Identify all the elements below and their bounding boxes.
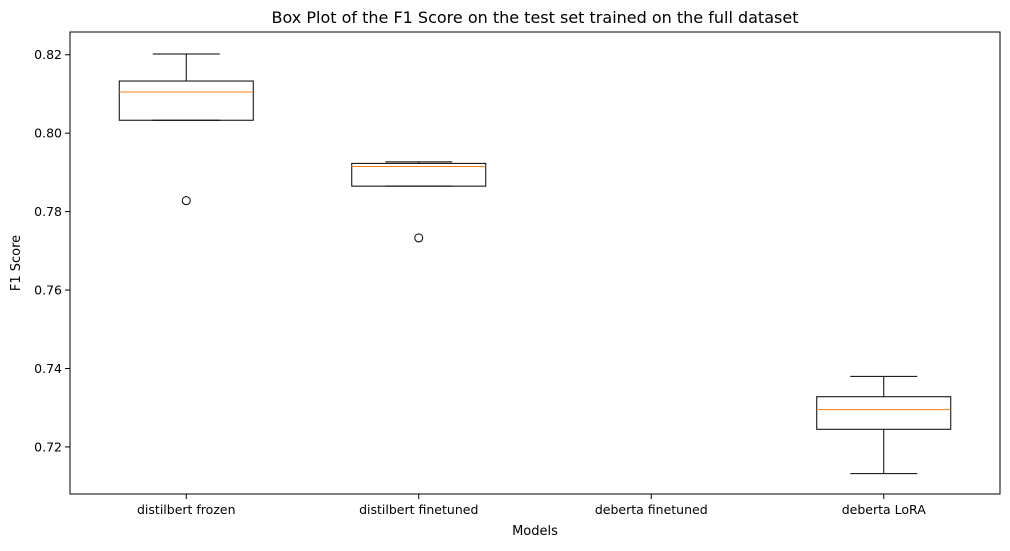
box-group [816, 375, 952, 475]
x-axis: distilbert frozen distilbert finetuned deb… [137, 494, 926, 517]
iqr-box [351, 162, 487, 187]
y-axis-label: F1 Score [9, 235, 24, 291]
x-tick-label: deberta finetuned [595, 502, 708, 517]
y-tick-label: 0.80 [34, 126, 62, 141]
y-tick-label: 0.72 [34, 439, 62, 454]
plot-frame [69, 31, 1001, 495]
box-group [118, 53, 254, 206]
y-tick-label: 0.76 [34, 283, 62, 298]
iqr-box [816, 396, 952, 430]
y-tick-label: 0.78 [34, 204, 62, 219]
chart-title: Box Plot of the F1 Score on the test set… [272, 8, 799, 27]
x-tick-label: distilbert finetuned [359, 502, 478, 517]
iqr-box [118, 80, 254, 121]
x-tick-label: deberta LoRA [842, 502, 926, 517]
y-tick-label: 0.74 [34, 361, 62, 376]
outlier-point [181, 196, 191, 206]
box-group [351, 161, 487, 243]
y-axis: 0.72 0.74 0.76 0.78 0.80 0.82 [34, 47, 70, 454]
y-tick-label: 0.82 [34, 47, 62, 62]
plot-area [118, 53, 952, 475]
outlier-point [414, 233, 424, 243]
x-tick-label: distilbert frozen [137, 502, 236, 517]
x-axis-label: Models [512, 524, 558, 539]
